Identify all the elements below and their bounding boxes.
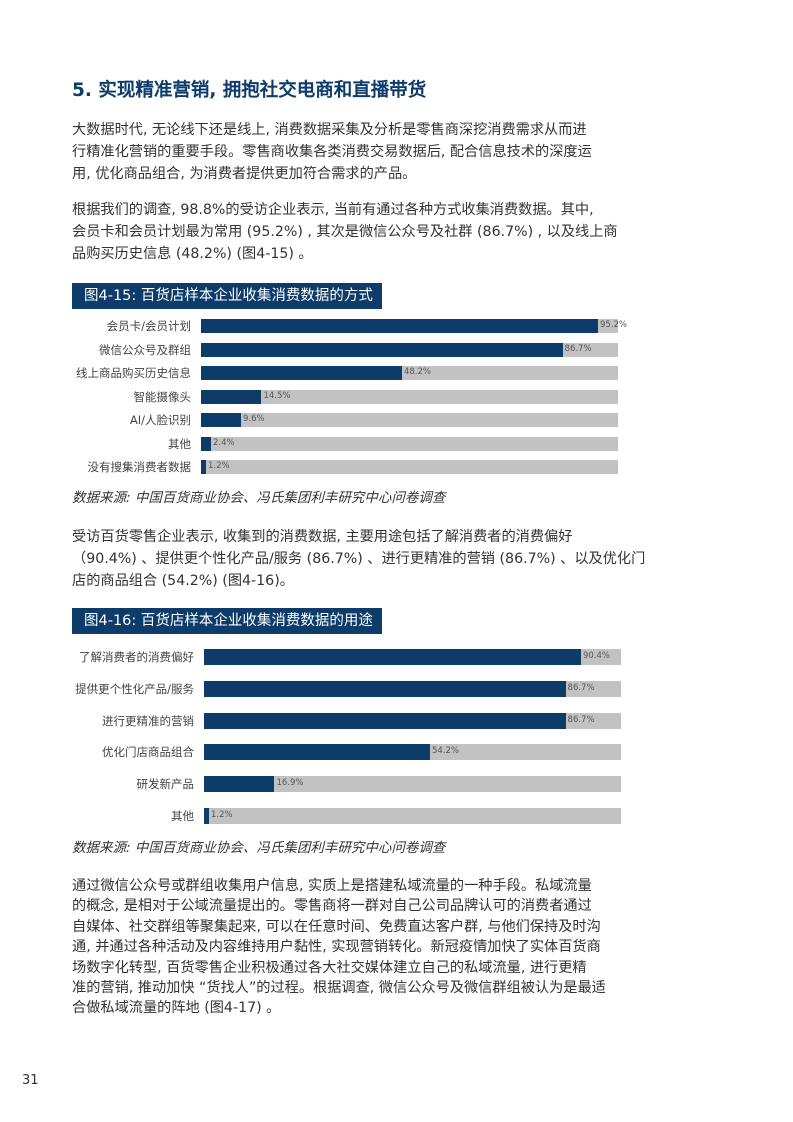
bar [204, 744, 430, 761]
data-label: 1.2% [208, 461, 230, 471]
data-label: 86.7% [567, 714, 595, 725]
category-label: 了解消费者的消费偏好 [79, 650, 194, 664]
category-label: 会员卡/会员计划 [106, 319, 191, 333]
data-label: 1.2% [211, 810, 233, 820]
text-line: 的概念, 是相对于公域流量提出的。零售商将一群对自己公司品牌认可的消费者通过 [72, 898, 592, 915]
category-label: 其他 [168, 436, 191, 451]
category-label: 智能摄像头 [133, 389, 192, 404]
bar [204, 649, 581, 665]
bar [201, 413, 242, 427]
paragraph-3: 受访百货零售企业表示, 收集到的消费数据, 主要用途包括了解消费者的消费偏好 （… [72, 526, 645, 592]
paragraph-1: 大数据时代, 无论线下还是线上, 消费数据采集及分析是零售商深挖消费需求从而进 … [72, 119, 592, 185]
data-label: 48.2% [403, 367, 431, 377]
bar [201, 342, 563, 357]
category-label: 研发新产品 [136, 777, 195, 792]
data-label: 14.5% [263, 390, 291, 401]
figure-source: 数据来源: 中国百货商业协会、冯氏集团利丰研究中心问卷调查 [72, 490, 446, 506]
text-line: 用, 优化商品组合, 为消费者提供更加符合需求的产品。 [72, 166, 417, 182]
bar-chart-data-uses: 了解消费者的消费偏好 90.4% 提供更个性化产品/服务 86.7% 进行更精准的营销 8… [60, 640, 640, 830]
bar-track [204, 776, 621, 793]
bar-track [204, 712, 621, 729]
text-line: 根据我们的调查, 98.8%的受访企业表示, 当前有通过各种方式收集消费数据。其… [72, 202, 594, 218]
data-label: 95.2% [599, 320, 627, 330]
bar [204, 776, 275, 793]
bar-track [201, 389, 618, 404]
data-label: 16.9% [276, 778, 304, 789]
category-label: 进行更精准的营销 [102, 713, 194, 728]
data-label: 86.7% [567, 682, 595, 693]
text-line: 准的营销, 推动加快 “货找人”的过程。根据调查, 微信公众号及微信群组被认为是… [72, 979, 606, 996]
text-line: 合做私域流量的阵地 (图4-17) 。 [72, 1000, 281, 1017]
text-line: 店的商品组合 (54.2%) (图4-16)。 [72, 573, 294, 589]
text-line: 场数字化转型, 百货零售企业积极通过各大社交媒体建立自己的私域流量, 进行更精 [72, 959, 587, 976]
figure-title: 图4-16: 百货店样本企业收集消费数据的用途 [72, 608, 382, 634]
text-line: 大数据时代, 无论线下还是线上, 消费数据采集及分析是零售商深挖消费需求从而进 [72, 122, 587, 138]
text-line: 行精准化营销的重要手段。零售商收集各类消费交易数据后, 配合信息技术的深度运 [72, 144, 592, 160]
text-line: （90.4%) 、提供更个性化产品/服务 (86.7%) 、进行更精准的营销 (… [72, 551, 646, 567]
text-line: 会员卡和会员计划最为常用 (95.2%) , 其次是微信公众号及社群 (86.7… [72, 224, 618, 240]
bar [201, 319, 598, 333]
bar-track [201, 413, 618, 427]
bar-track [201, 366, 618, 380]
category-label: 提供更个性化产品/服务 [75, 681, 194, 696]
bar [201, 389, 262, 404]
category-label: 微信公众号及群组 [99, 342, 191, 357]
bar [204, 680, 566, 697]
bar-track [204, 808, 621, 824]
data-label: 54.2% [432, 746, 460, 757]
data-label: 9.6% [243, 414, 265, 424]
bar [204, 712, 566, 729]
bar-track [204, 680, 621, 697]
figure-source: 数据来源: 中国百货商业协会、冯氏集团利丰研究中心问卷调查 [72, 840, 446, 856]
category-label: 线上商品购买历史信息 [76, 366, 191, 380]
paragraph-2: 根据我们的调查, 98.8%的受访企业表示, 当前有通过各种方式收集消费数据。其… [72, 199, 618, 265]
bar [201, 436, 211, 451]
bar [201, 460, 206, 474]
figure-title: 图4-15: 百货店样本企业收集消费数据的方式 [72, 283, 382, 309]
bar [204, 808, 209, 824]
bar-track [204, 744, 621, 761]
text-line: 品购买历史信息 (48.2%) (图4-15) 。 [72, 246, 313, 262]
category-label: AI/人脸识别 [129, 413, 191, 427]
category-label: 其他 [171, 809, 194, 823]
category-label: 没有搜集消费者数据 [87, 460, 192, 474]
bar-track [201, 436, 618, 451]
text-line: 通过微信公众号或群组收集用户信息, 实质上是搭建私域流量的一种手段。私域流量 [72, 878, 592, 894]
category-label: 优化门店商品组合 [102, 745, 194, 760]
bar-track [204, 649, 621, 665]
text-line: 通, 并通过各种活动及内容维持用户黏性, 实现营销转化。新冠疫情加快了实体百货商 [72, 939, 601, 956]
text-line: 受访百货零售企业表示, 收集到的消费数据, 主要用途包括了解消费者的消费偏好 [72, 529, 573, 545]
data-label: 2.4% [213, 437, 235, 448]
page-number: 31 [22, 1073, 39, 1088]
data-label: 86.7% [564, 343, 592, 354]
section-title: 5. 实现精准营销, 拥抱社交电商和直播带货 [72, 80, 427, 101]
bar-track [201, 342, 618, 357]
text-line: 自媒体、社交群组等聚集起来, 可以在任意时间、免费直达客户群, 与他们保持及时沟 [72, 918, 601, 935]
paragraph-4: 通过微信公众号或群组收集用户信息, 实质上是搭建私域流量的一种手段。私域流量 的… [72, 876, 606, 1019]
bar [201, 366, 402, 380]
data-label: 90.4% [582, 651, 610, 661]
bar-track [201, 460, 618, 474]
bar-chart-collection-methods: 会员卡/会员计划 95.2% 微信公众号及群组 86.7% 线上商品购买历史信息 48.2… [60, 310, 640, 480]
bar-track [201, 319, 618, 333]
